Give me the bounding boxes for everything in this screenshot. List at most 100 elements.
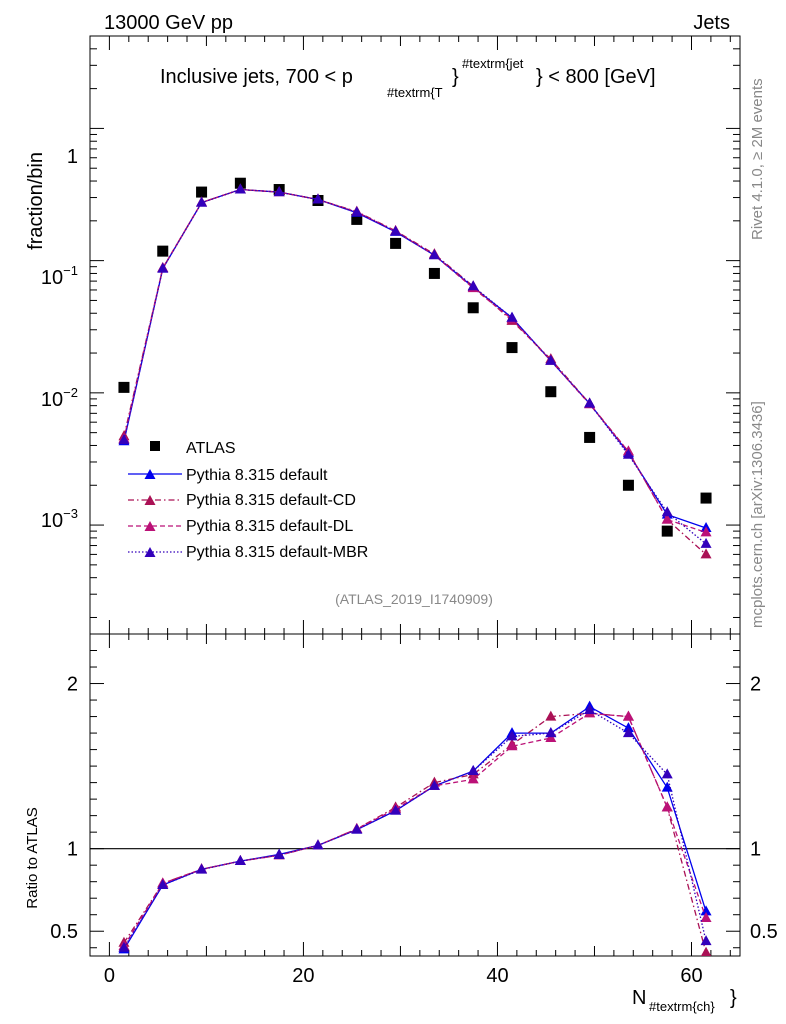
ratio-point-default_mbr — [700, 935, 712, 946]
legend-label-default-dl: Pythia 8.315 default-DL — [186, 518, 353, 535]
y-tick-label-1: 1 — [67, 146, 78, 168]
ratio-axis-ticks — [90, 634, 740, 956]
legend-label-default-mbr: Pythia 8.315 default-MBR — [186, 544, 368, 561]
ratio-point-default_mbr — [390, 804, 402, 815]
main-point-default_cd — [700, 548, 712, 559]
ratio-point-default_dl — [506, 740, 518, 751]
ratio-line-default_dl — [123, 712, 707, 947]
ratio-line-default_mbr — [123, 709, 707, 949]
ratio-series-clip — [118, 700, 712, 956]
main-point-default_mbr — [234, 183, 246, 194]
ratio-point-default_mbr — [118, 941, 130, 952]
ratio-y-tick-label-left: 0.5 — [50, 921, 78, 943]
main-line-default_dl — [123, 188, 707, 534]
ratio-point-default_cd — [700, 946, 712, 956]
main-point-default_mbr — [351, 206, 363, 217]
ratio-point-default_cd — [545, 710, 557, 721]
atlas-data-point — [428, 267, 440, 279]
ratio-point-default — [700, 905, 712, 916]
main-point-default_mbr — [661, 506, 673, 517]
legend-marker-default — [144, 469, 156, 479]
ratio-point-default_mbr — [351, 823, 363, 834]
category-label: Jets — [693, 12, 730, 34]
legend-marker-default-cd — [144, 495, 156, 505]
main-y-axis-label: fraction/bin — [25, 152, 47, 250]
legend-label-atlas: ATLAS — [186, 440, 236, 457]
ratio-panel-frame — [89, 633, 741, 957]
atlas-data-point — [700, 492, 712, 504]
atlas-data-point — [390, 237, 402, 249]
legend-marker-default-dl — [144, 521, 156, 531]
atlas-data-point — [157, 245, 169, 257]
ratio-y-axis-label: Ratio to ATLAS — [24, 807, 41, 908]
ratio-point-default_mbr — [622, 727, 634, 738]
ratio-point-default_mbr — [273, 848, 285, 859]
ratio-y-tick-label-right: 0.5 — [750, 921, 778, 943]
ratio-point-default_dl — [700, 912, 712, 923]
atlas-data-point — [584, 431, 596, 443]
x-tick-label: 60 — [680, 965, 702, 987]
ratio-line-default_cd — [123, 712, 707, 953]
x-axis-label-sub: #textrm{ch} — [649, 999, 715, 1014]
legend: ATLAS Pythia 8.315 default Pythia 8.315 … — [128, 440, 368, 561]
mcplots-label: mcplots.cern.ch [arXiv:1306.3436] — [749, 401, 766, 628]
ratio-point-default_mbr — [234, 855, 246, 866]
ratio-point-default_dl — [467, 773, 479, 784]
atlas-data-point — [118, 381, 130, 393]
energy-label: 13000 GeV pp — [104, 12, 233, 34]
legend-entry-default: Pythia 8.315 default — [128, 467, 328, 484]
title-subscript: #textrm{T — [387, 85, 443, 100]
ratio-point-default_mbr — [467, 765, 479, 776]
legend-entry-atlas: ATLAS — [150, 440, 236, 457]
legend-marker-default-mbr — [144, 547, 156, 557]
ratio-y-tick-label-right: 2 — [750, 674, 761, 696]
atlas-data-point — [506, 342, 518, 354]
main-point-default_mbr — [545, 354, 557, 365]
y-tick-label-0.01: 10−2 — [41, 385, 78, 411]
legend-label-default-cd: Pythia 8.315 default-CD — [186, 492, 356, 509]
main-point-default_mbr — [622, 448, 634, 459]
ratio-tick-labels: 0.5 0.51 12 20 20 40 60 — [50, 674, 778, 987]
main-point-default_mbr — [312, 193, 324, 204]
main-point-default_mbr — [700, 537, 712, 548]
ratio-point-default_mbr — [584, 703, 596, 714]
ratio-point-default_mbr — [428, 779, 440, 790]
main-point-default_mbr — [390, 225, 402, 236]
main-series-layer — [118, 177, 712, 559]
ratio-y-tick-label-left: 1 — [67, 839, 78, 861]
ratio-point-default_dl — [661, 801, 673, 812]
main-point-default_mbr — [584, 397, 596, 408]
main-point-default_mbr — [273, 186, 285, 197]
ratio-y-tick-label-left: 2 — [67, 674, 78, 696]
ratio-point-default_mbr — [196, 863, 208, 874]
ratio-point-default_mbr — [661, 768, 673, 779]
legend-entry-default-cd: Pythia 8.315 default-CD — [128, 492, 356, 509]
ratio-point-default_dl — [622, 710, 634, 721]
atlas-data-point — [196, 186, 208, 198]
ratio-series-layer — [118, 700, 712, 956]
x-axis-label-main: N — [632, 987, 646, 1009]
ratio-point-default — [661, 781, 673, 792]
main-point-default_dl — [700, 526, 712, 537]
ratio-point-default_mbr — [506, 730, 518, 741]
title-prefix: Inclusive jets, 700 < p — [160, 66, 353, 88]
ratio-point-default_mbr — [545, 727, 557, 738]
main-point-default_mbr — [467, 280, 479, 291]
legend-entry-default-mbr: Pythia 8.315 default-MBR — [128, 544, 368, 561]
main-point-default_mbr — [506, 311, 518, 322]
main-point-default_dl — [661, 513, 673, 524]
atlas-data-point — [661, 525, 673, 537]
atlas-data-point — [234, 177, 246, 189]
x-tick-label: 0 — [104, 965, 115, 987]
title-brace: } — [452, 66, 459, 88]
ratio-point-default_mbr — [157, 878, 169, 889]
analysis-watermark: (ATLAS_2019_I1740909) — [335, 591, 493, 607]
y-tick-label-0.001: 10−3 — [41, 506, 78, 532]
y-tick-label-0.1: 10−1 — [41, 263, 78, 289]
x-axis-label-brace: } — [730, 987, 737, 1009]
legend-entry-default-dl: Pythia 8.315 default-DL — [128, 518, 353, 535]
main-point-default_mbr — [428, 249, 440, 260]
main-axis-ticks — [90, 35, 740, 634]
atlas-data-point — [351, 213, 363, 225]
